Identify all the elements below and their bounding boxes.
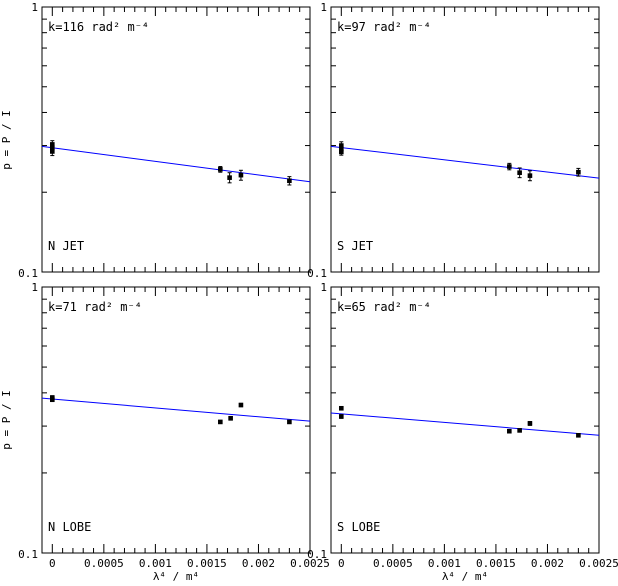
data-point [227,175,232,180]
y-axis-label-bottom: p = P / I [0,390,13,450]
panel-frame [41,6,311,273]
panel-s-lobe: 0.1 1 0 0.0005 0.001 0.0015 0.002 0.0025 k=65 ra… [307,281,618,570]
y-axis-label-text: p = P / I [0,110,13,170]
x-tick-label: 0 [49,557,56,570]
data-point [576,169,581,175]
k-annotation: k=97 rad² m⁻⁴ [337,20,431,34]
data-point [527,173,533,178]
x-tick-label: 0.001 [139,557,172,570]
x-tick-label: 0.0015 [476,557,516,570]
data-point [339,149,344,155]
k-annotation: k=116 rad² m⁻⁴ [48,20,149,34]
data-point [527,421,533,426]
panel-frame [330,6,600,273]
y-tick-label: 1 [31,281,38,294]
data-point [517,170,522,175]
y-axis-label-text: p = P / I [0,390,13,450]
y-tick-label: 0.1 [307,548,327,561]
y-axis-label-top: p = P / I [0,110,13,170]
data-point [517,428,522,433]
x-tick-label: 0 [338,557,345,570]
data-point [228,415,233,421]
x-tick-label: 0.0025 [579,557,618,570]
data-point [238,402,244,408]
x-tick-label: 0.002 [242,557,275,570]
fit-line [41,145,311,183]
panel-frame [41,286,311,554]
panel-label: N JET [48,239,84,253]
panel-label: N LOBE [48,520,91,534]
data-point [287,178,292,184]
data-point [50,397,55,402]
x-tick-label: 0.0005 [84,557,124,570]
panel-s-jet: 0.1 1 k=97 rad² m⁻⁴ S JET [307,1,600,280]
k-annotation: k=65 rad² m⁻⁴ [337,300,431,314]
data-point [50,149,55,154]
data-point [339,414,344,419]
k-annotation: k=71 rad² m⁻⁴ [48,300,142,314]
x-axis-label-left: λ⁴ / m⁴ [153,570,199,583]
data-point [218,167,223,172]
fit-line [41,397,311,422]
x-tick-label: 0.0005 [373,557,413,570]
x-axis-label-right: λ⁴ / m⁴ [442,570,488,583]
data-point [339,405,344,411]
x-tick-label: 0.001 [428,557,461,570]
fit-line [330,145,600,179]
x-tick-label: 0.0025 [290,557,330,570]
panel-label: S JET [337,239,373,253]
data-point [507,428,512,434]
panel-frame [330,286,600,554]
x-tick-label: 0.0015 [187,557,227,570]
panel-n-lobe: 0.1 1 0 0.0005 0.001 0.0015 0.002 0.0025 k=71 ra… [18,281,330,570]
data-point [576,433,581,438]
y-tick-label: 0.1 [18,548,38,561]
y-tick-label: 0.1 [307,267,327,280]
data-point [507,164,512,169]
fit-line [330,412,600,436]
data-point [218,419,223,425]
panel-n-jet: 0.1 1 k=116 rad² m⁻⁴ N JET [18,1,311,280]
y-tick-label: 1 [320,1,327,14]
data-point [287,419,292,425]
panel-label: S LOBE [337,520,380,534]
x-tick-label: 0.002 [531,557,564,570]
data-point [238,172,244,178]
y-tick-label: 1 [320,281,327,294]
y-tick-label: 0.1 [18,267,38,280]
y-tick-label: 1 [31,1,38,14]
